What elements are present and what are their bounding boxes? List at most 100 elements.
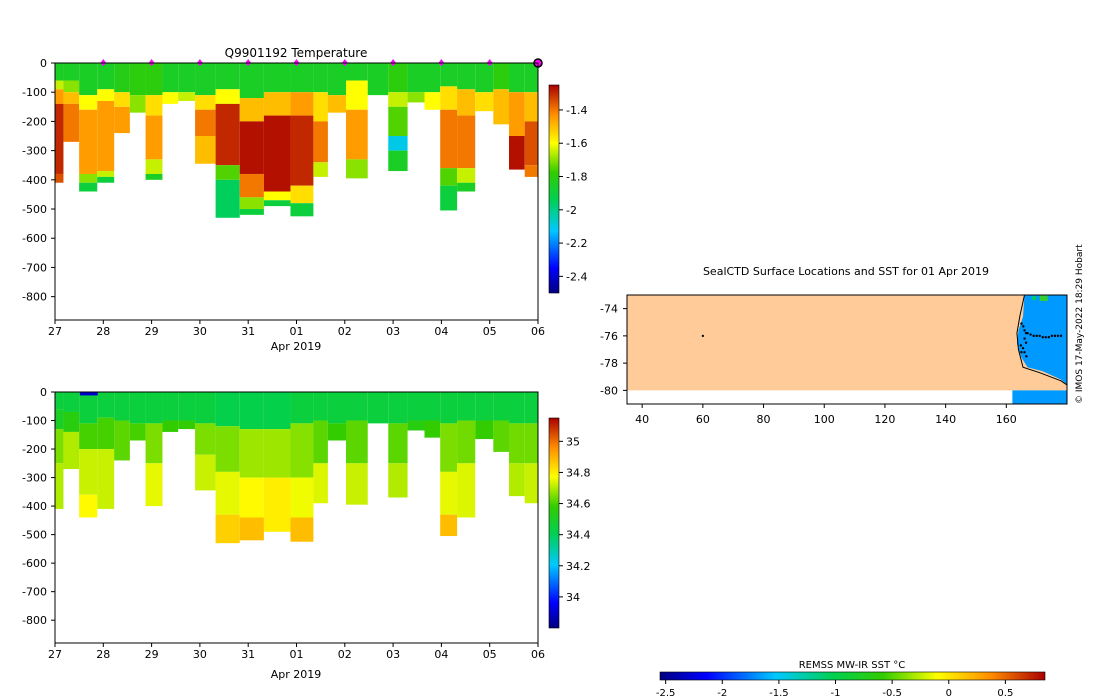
profile-cell (457, 63, 476, 90)
profile-cell (290, 203, 314, 217)
profile-column (63, 63, 80, 142)
colorbar-tick-label: -1.8 (566, 171, 587, 184)
seal-track-point (1026, 331, 1029, 335)
profile-cell (239, 121, 264, 174)
y-tick-label: -500 (22, 203, 47, 216)
profile-cell (524, 63, 538, 93)
seal-track-point (1020, 351, 1023, 354)
profile-cell (290, 63, 314, 93)
x-tick-label: 30 (193, 648, 207, 661)
profile-column (129, 63, 146, 113)
coastline (1016, 294, 1068, 386)
profile-column (145, 63, 163, 180)
x-tick-label: 05 (483, 648, 497, 661)
profile-cell (524, 121, 538, 166)
salinity-colorbar-ticks: 35 34.8 34.6 34.4 34.2 34 (559, 435, 591, 604)
profile-cell (327, 423, 347, 441)
profile-cell (524, 165, 538, 177)
temperature-colorbar (548, 84, 560, 294)
profile-cell (195, 95, 216, 110)
profile-column (178, 392, 196, 430)
salinity-profiles (55, 392, 538, 544)
lon-tick-label: 160 (996, 413, 1017, 426)
sst-tick-label: 0.5 (997, 688, 1013, 699)
profile-cell (97, 171, 115, 177)
profile-cell (145, 463, 163, 507)
profile-cell (509, 136, 525, 170)
profile-cell (440, 109, 458, 169)
colorbar-tick-label: 34 (566, 591, 580, 604)
profile-cell (63, 392, 80, 412)
salinity-x-label: Apr 2019 (271, 668, 322, 681)
profile-cell (114, 392, 130, 421)
profile-cell (524, 392, 538, 424)
salinity-x-axis: 27 28 29 30 31 01 02 03 04 05 06 (48, 643, 545, 661)
profile-cell (290, 185, 314, 204)
seal-track-point (1047, 336, 1050, 339)
salinity-colorbar (548, 417, 560, 629)
profile-cell (263, 429, 291, 478)
profile-cell (509, 423, 525, 464)
profile-cell (457, 182, 476, 192)
profile-cell (162, 392, 179, 421)
profile-cell (97, 417, 115, 450)
profile-cell (239, 173, 264, 198)
profile-cell (440, 168, 458, 186)
profile-cell (457, 115, 476, 169)
profile-column (457, 392, 476, 518)
profile-cell (263, 115, 291, 192)
profile-cell (79, 173, 98, 183)
colorbar-tick-label: 34.6 (566, 498, 591, 511)
map-frame (626, 294, 1068, 405)
x-tick-label: 03 (386, 325, 400, 338)
y-tick-label: -400 (22, 500, 47, 513)
profile-cell (346, 463, 368, 505)
profile-column (263, 392, 291, 532)
profile-cell (388, 136, 408, 151)
profile-column (215, 392, 240, 544)
seal-track-point (1022, 325, 1025, 328)
x-tick-label: 02 (338, 325, 352, 338)
profile-column (524, 392, 538, 504)
colorbar-tick-label: -2.4 (566, 270, 587, 283)
seal-track-point (1025, 355, 1028, 358)
profile-cell (346, 159, 368, 179)
y-tick-label: -300 (22, 472, 47, 485)
profile-cell (457, 168, 476, 183)
x-tick-label: 06 (531, 648, 545, 661)
profile-cell (263, 92, 291, 116)
profile-cell (162, 420, 179, 432)
profile-cell (493, 392, 510, 421)
profile-cell (239, 197, 264, 210)
profile-cell (63, 80, 80, 93)
profile-cell (263, 63, 291, 93)
profile-column (97, 392, 115, 509)
profile-cell (407, 392, 425, 421)
x-tick-label: 27 (48, 325, 62, 338)
profile-column (475, 392, 494, 440)
profile-cell (475, 63, 494, 93)
x-tick-label: 29 (145, 648, 159, 661)
profile-cell (63, 431, 80, 470)
colorbar-tick-label: -1.4 (566, 104, 587, 117)
profile-cell (114, 106, 130, 134)
profile-cell (263, 191, 291, 201)
profile-cell (79, 63, 98, 96)
profile-cell (97, 63, 115, 90)
temperature-y-axis: 0 -100 -200 -300 -400 -500 -600 -700 -800 (22, 57, 55, 304)
profile-cell (79, 182, 98, 192)
profile-cell (145, 63, 163, 96)
profile-cell (290, 517, 314, 542)
profile-cell (290, 423, 314, 478)
profile-cell (178, 63, 196, 93)
profile-cell (509, 63, 525, 93)
profile-cell (55, 89, 64, 104)
lon-tick-label: 80 (757, 413, 771, 426)
y-tick-label: -300 (22, 145, 47, 158)
profile-cell (239, 98, 264, 122)
profile-cell (129, 95, 146, 113)
profile-cell (79, 392, 98, 424)
profile-cell (79, 423, 98, 450)
profile-column (388, 63, 408, 172)
profile-cell (493, 420, 510, 452)
